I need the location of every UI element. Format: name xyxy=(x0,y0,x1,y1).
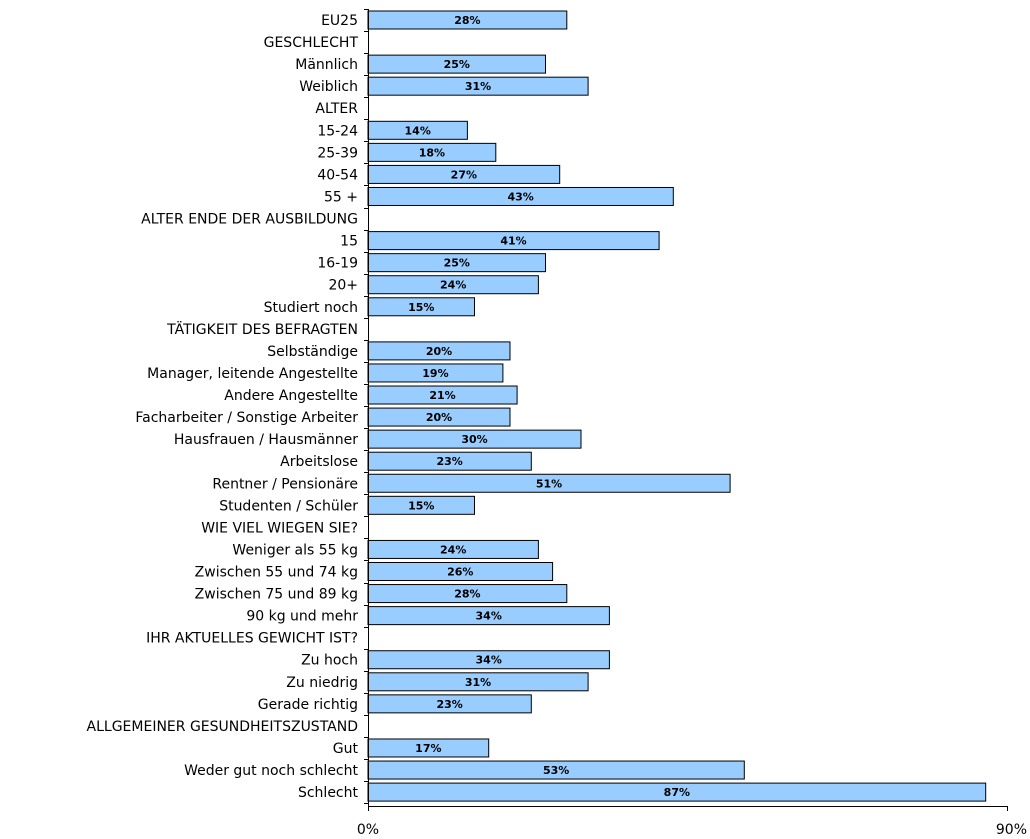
data-label: 23% xyxy=(436,455,462,468)
category-label: 25-39 xyxy=(317,145,358,161)
x-tick-label: 0% xyxy=(357,822,379,838)
data-label: 34% xyxy=(476,654,502,667)
category-label: ALTER xyxy=(315,101,358,117)
category-label: IHR AKTUELLES GEWICHT IST? xyxy=(146,631,358,647)
data-label: 14% xyxy=(405,124,431,137)
category-label: Rentner / Pensionäre xyxy=(212,476,358,492)
category-label: 55 + xyxy=(324,189,358,205)
category-label: Zwischen 55 und 74 kg xyxy=(195,565,358,581)
data-label: 23% xyxy=(436,698,462,711)
bars-layer: 28% 25% 31% 14% 18% 27% 43% 41% 25% 24% 15% 20% 19% 2… xyxy=(367,10,987,802)
category-label: Gerade richtig xyxy=(258,697,358,713)
category-label: 16-19 xyxy=(317,256,358,272)
data-label: 18% xyxy=(419,146,445,159)
x-tick-label: 90% xyxy=(996,822,1027,838)
data-label: 51% xyxy=(536,477,562,490)
data-label: 20% xyxy=(426,411,452,424)
data-label: 24% xyxy=(440,279,466,292)
category-label: Weiblich xyxy=(299,79,358,95)
data-label: 31% xyxy=(465,676,491,689)
category-label: Studenten / Schüler xyxy=(219,498,358,514)
category-label: GESCHLECHT xyxy=(264,35,359,51)
data-label: 15% xyxy=(408,499,434,512)
category-label: Zu hoch xyxy=(301,653,358,669)
data-label: 20% xyxy=(426,345,452,358)
axis-layer: 0% 90% xyxy=(357,9,1027,838)
data-label: 25% xyxy=(444,257,470,270)
category-labels-layer: EU25 GESCHLECHT Männlich Weiblich ALTER 15-24… xyxy=(87,13,359,801)
data-label: 17% xyxy=(415,742,441,755)
category-label: Facharbeiter / Sonstige Arbeiter xyxy=(135,410,358,426)
category-label: 90 kg und mehr xyxy=(246,609,358,625)
data-label: 43% xyxy=(507,190,533,203)
data-label: 41% xyxy=(500,235,526,248)
data-label: 28% xyxy=(454,588,480,601)
category-label: ALTER ENDE DER AUSBILDUNG xyxy=(141,212,358,228)
data-label: 26% xyxy=(447,566,473,579)
data-label: 34% xyxy=(476,610,502,623)
category-label: WIE VIEL WIEGEN SIE? xyxy=(201,520,358,536)
category-label: Hausfrauen / Hausmänner xyxy=(174,432,358,448)
category-label: 40-54 xyxy=(317,167,358,183)
category-label: Männlich xyxy=(295,57,358,73)
category-label: EU25 xyxy=(321,13,358,29)
category-label: Weniger als 55 kg xyxy=(232,542,358,558)
category-label: ALLGEMEINER GESUNDHEITSZUSTAND xyxy=(87,719,358,735)
data-label: 30% xyxy=(461,433,487,446)
category-label: Gut xyxy=(333,741,359,757)
category-label: Zu niedrig xyxy=(286,675,358,691)
data-label: 15% xyxy=(408,301,434,314)
category-label: 20+ xyxy=(328,278,358,294)
data-label: 24% xyxy=(440,543,466,556)
category-label: 15 xyxy=(340,234,358,250)
category-label: Weder gut noch schlecht xyxy=(184,763,358,779)
data-label: 31% xyxy=(465,80,491,93)
category-label: TÄTIGKEIT DES BEFRAGTEN xyxy=(166,320,358,338)
data-label: 25% xyxy=(444,58,470,71)
data-label: 27% xyxy=(451,168,477,181)
category-label: Arbeitslose xyxy=(280,454,358,470)
category-label: Zwischen 75 und 89 kg xyxy=(195,587,358,603)
data-label: 87% xyxy=(664,786,690,799)
category-label: Andere Angestellte xyxy=(224,388,358,404)
category-label: Manager, leitende Angestellte xyxy=(147,366,358,382)
category-label: Selbständige xyxy=(267,344,358,360)
category-label: Schlecht xyxy=(298,785,359,801)
data-label: 21% xyxy=(429,389,455,402)
data-label: 28% xyxy=(454,14,480,27)
data-label: 19% xyxy=(422,367,448,380)
category-label: 15-24 xyxy=(317,123,358,139)
data-label: 53% xyxy=(543,764,569,777)
category-label: Studiert noch xyxy=(264,300,358,316)
